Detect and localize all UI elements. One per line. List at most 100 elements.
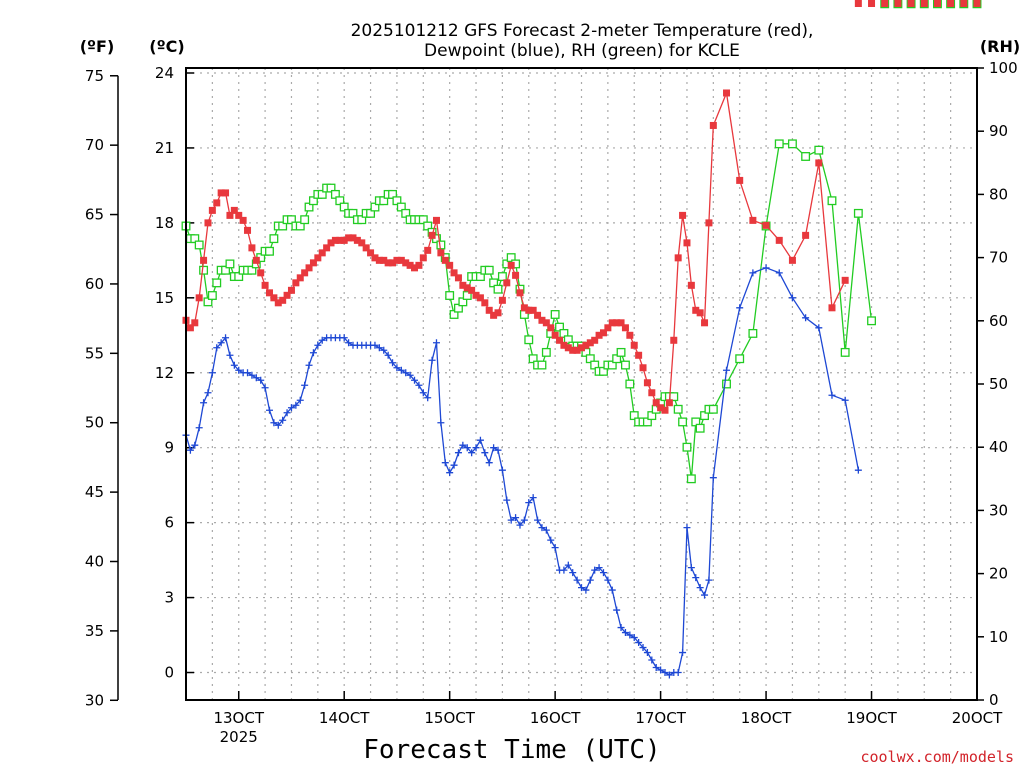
temperature-point (270, 294, 278, 302)
temperature-point (248, 244, 256, 252)
temperature-point (204, 219, 212, 227)
temperature-point (657, 404, 665, 412)
temperature-point (868, 0, 876, 7)
x-tick-label: 18OCT (741, 709, 792, 727)
dewpoint-point (586, 576, 594, 584)
rh-tick-label: 60 (989, 312, 1008, 330)
fahrenheit-tick-label: 30 (85, 691, 104, 709)
dewpoint-point (635, 639, 643, 647)
chart-title-line-2: Dewpoint (blue), RH (green) for KCLE (424, 41, 740, 61)
dewpoint-point (648, 656, 656, 664)
temperature-point (301, 269, 309, 277)
temperature-point (432, 216, 440, 224)
temperature-point (222, 189, 230, 197)
temperature-point (586, 339, 594, 347)
dewpoint-point (265, 406, 273, 414)
temperature-point (512, 271, 520, 279)
dewpoint-point (393, 364, 401, 372)
temperature-point (402, 259, 410, 267)
temperature-point (933, 0, 941, 7)
dewpoint-point (569, 569, 577, 577)
dewpoint-point (802, 314, 810, 322)
temperature-point (371, 254, 379, 262)
temperature-point (424, 246, 432, 254)
dewpoint-point (468, 449, 476, 457)
temperature-point (569, 346, 577, 354)
temperature-point (380, 256, 388, 264)
temperature-point (340, 236, 348, 244)
dewpoint-point (604, 576, 612, 584)
temperature-point (687, 281, 695, 289)
dewpoint-point (380, 346, 388, 354)
temperature-point (701, 319, 709, 327)
fahrenheit-tick-label: 45 (85, 483, 104, 501)
temperature-point (762, 221, 770, 229)
rh-tick-label: 40 (989, 438, 1008, 456)
temperature-point (643, 379, 651, 387)
temperature-point (384, 259, 392, 267)
dewpoint-point (547, 536, 555, 544)
rh-point (620, 360, 630, 370)
temperature-point (213, 199, 221, 207)
rh-tick-label: 80 (989, 185, 1008, 203)
dewpoint-point (507, 516, 515, 524)
dewpoint-point (419, 389, 427, 397)
temperature-point (551, 331, 559, 339)
temperature-point (788, 256, 796, 264)
dewpoint-point (490, 444, 498, 452)
temperature-point (881, 0, 889, 7)
rh-point (682, 442, 692, 452)
dewpoint-point (723, 366, 731, 374)
dewpoint-point (749, 269, 757, 277)
temperature-point (547, 324, 555, 332)
temperature-point (907, 0, 915, 7)
temperature-point (336, 236, 344, 244)
data-series (182, 0, 982, 679)
rh-tick-label: 90 (989, 122, 1008, 140)
temperature-point (516, 289, 524, 297)
x-tick-label: 16OCT (530, 709, 581, 727)
dewpoint-point (213, 344, 221, 352)
temperature-point (437, 249, 445, 257)
dewpoint-point (235, 366, 243, 374)
dewpoint-point (296, 396, 304, 404)
temperature-point (230, 206, 238, 214)
temperature-point (692, 306, 700, 314)
rh-point (787, 139, 797, 149)
dewpoint-point (762, 264, 770, 272)
rh-point (686, 474, 696, 484)
dewpoint-point (665, 671, 673, 679)
dewpoint-point (472, 444, 480, 452)
temperature-point (296, 274, 304, 282)
temperature-point (503, 279, 511, 287)
dewpoint-point (252, 374, 260, 382)
rh-point (867, 316, 876, 326)
dewpoint-point (217, 339, 225, 347)
temperature-point (292, 279, 300, 287)
temperature-point (635, 351, 643, 359)
temperature-point (520, 304, 528, 312)
dewpoint-point (384, 351, 392, 359)
grid-lines (186, 68, 977, 700)
temperature-line (185, 90, 846, 412)
temperature-point (578, 344, 585, 352)
dewpoint-point (815, 324, 823, 332)
celsius-tick-label: 12 (155, 364, 174, 382)
dewpoint-point (599, 569, 607, 577)
rh-point (436, 240, 446, 250)
temperature-point (358, 239, 366, 247)
dewpoint-point (437, 419, 445, 427)
rh-point (735, 354, 745, 364)
series-temperature (182, 0, 981, 414)
temperature-point (815, 159, 823, 167)
temperature-point (226, 211, 234, 219)
temperature-point (397, 256, 405, 264)
x-axis-label: Forecast Time (UTC) (363, 735, 660, 765)
rh-point (695, 423, 705, 433)
rh-tick-label: 0 (989, 691, 999, 709)
temperature-point (705, 219, 713, 227)
temperature-point (556, 336, 564, 344)
temperature-point (318, 249, 326, 257)
temperature-point (854, 0, 862, 7)
dewpoint-point (454, 449, 462, 457)
